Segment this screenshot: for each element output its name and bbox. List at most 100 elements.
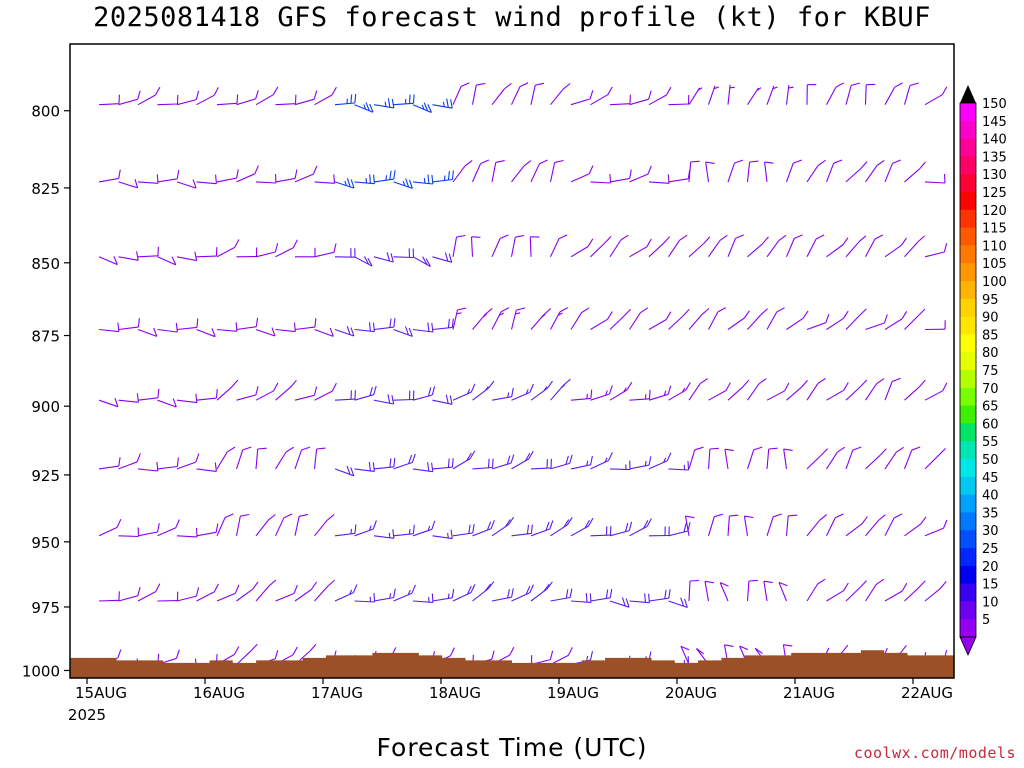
- wind-barb: [764, 161, 774, 182]
- wind-barb: [590, 236, 612, 258]
- wind-barb: [845, 516, 868, 537]
- wind-barb: [137, 86, 161, 106]
- colorbar-swatch: [960, 387, 976, 407]
- wind-barb: [570, 389, 593, 401]
- chart-title: 2025081418 GFS forecast wind profile (kt…: [93, 2, 931, 33]
- wind-barb: [511, 82, 529, 105]
- colorbar-label: 5: [982, 613, 990, 628]
- wind-barb: [98, 169, 121, 183]
- wind-barb: [708, 382, 731, 401]
- wind-barb: [924, 581, 947, 602]
- wind-barb: [118, 453, 141, 470]
- wind-barb: [865, 234, 884, 258]
- wind-barb: [354, 385, 377, 401]
- wind-barb: [393, 453, 416, 470]
- wind-barb: [275, 322, 296, 333]
- wind-barb: [778, 581, 788, 602]
- wind-barb: [826, 237, 849, 258]
- wind-barb: [727, 84, 735, 105]
- wind-barb: [629, 90, 652, 106]
- wind-barb: [294, 90, 318, 106]
- wind-barb: [472, 581, 495, 602]
- wind-barb: [236, 317, 259, 331]
- wind-barb: [393, 390, 415, 401]
- colorbar-label: 145: [982, 115, 1007, 130]
- colorbar-swatch: [960, 334, 976, 353]
- wind-barb: [924, 448, 946, 470]
- wind-barb: [98, 518, 122, 537]
- wind-barb: [393, 178, 413, 189]
- wind-barb: [98, 322, 120, 333]
- wind-barb: [157, 457, 179, 470]
- wind-barb: [491, 387, 514, 401]
- wind-barb: [924, 173, 946, 184]
- wind-barb: [845, 161, 868, 183]
- wind-barb: [590, 526, 612, 537]
- wind-barb: [432, 252, 453, 263]
- colorbar-swatch: [960, 174, 976, 193]
- wind-barb: [680, 645, 690, 665]
- wind-barb: [176, 453, 200, 470]
- wind-barb: [491, 160, 505, 183]
- wind-barb: [137, 174, 159, 184]
- wind-barb: [196, 462, 217, 472]
- wind-barb: [865, 378, 885, 401]
- wind-barb: [118, 90, 141, 106]
- wind-barb: [452, 584, 476, 602]
- colorbar-swatch: [960, 583, 976, 602]
- wind-barb: [294, 165, 318, 183]
- colorbar-label: 150: [982, 97, 1007, 112]
- wind-barb: [118, 393, 139, 403]
- wind-barb: [216, 584, 240, 602]
- wind-barb: [314, 86, 337, 106]
- wind-barb: [334, 248, 356, 258]
- wind-barb: [529, 236, 540, 257]
- wind-barb: [845, 580, 867, 602]
- wind-barb: [412, 520, 436, 537]
- colorbar-label: 135: [982, 150, 1007, 165]
- wind-barb: [668, 597, 688, 609]
- colorbar-swatch: [960, 459, 976, 478]
- wind-barb: [629, 165, 652, 183]
- wind-barb: [530, 380, 553, 401]
- wind-barb: [236, 643, 258, 665]
- wind-barb: [314, 514, 335, 537]
- wind-barb: [432, 529, 453, 540]
- wind-barb: [924, 519, 948, 537]
- wind-barb: [609, 94, 631, 106]
- x-tick-label: 21AUG: [783, 684, 835, 702]
- wind-barb: [275, 513, 293, 537]
- wind-barb: [157, 256, 177, 266]
- wind-barb: [903, 82, 919, 105]
- wind-barb: [648, 174, 670, 184]
- colorbar-swatch: [960, 565, 976, 585]
- colorbar-label: 70: [982, 382, 999, 397]
- wind-barb: [609, 308, 631, 330]
- colorbar-swatch: [960, 281, 976, 300]
- wind-barb: [609, 460, 631, 471]
- wind-barb: [904, 161, 926, 183]
- wind-barb: [549, 159, 564, 183]
- wind-barb: [629, 389, 651, 401]
- wind-barb: [511, 524, 533, 537]
- wind-barb: [904, 235, 925, 258]
- wind-barb: [334, 390, 356, 401]
- wind-barb: [707, 513, 724, 536]
- wind-barb: [137, 246, 159, 258]
- wind-barb: [452, 524, 475, 537]
- wind-barb: [157, 519, 180, 537]
- wind-barb: [334, 326, 355, 337]
- wind-barb: [684, 515, 695, 536]
- wind-barb: [783, 448, 793, 469]
- colorbar-label: 30: [982, 524, 999, 539]
- wind-barb: [648, 86, 672, 106]
- wind-barb: [412, 386, 436, 401]
- wind-barb: [393, 584, 416, 602]
- wind-barb: [705, 161, 715, 182]
- wind-barb: [176, 587, 200, 602]
- x-tick-label: 17AUG: [311, 684, 363, 702]
- colorbar-label: 105: [982, 257, 1007, 272]
- colorbar-label: 95: [982, 293, 999, 308]
- wind-barb: [570, 307, 590, 330]
